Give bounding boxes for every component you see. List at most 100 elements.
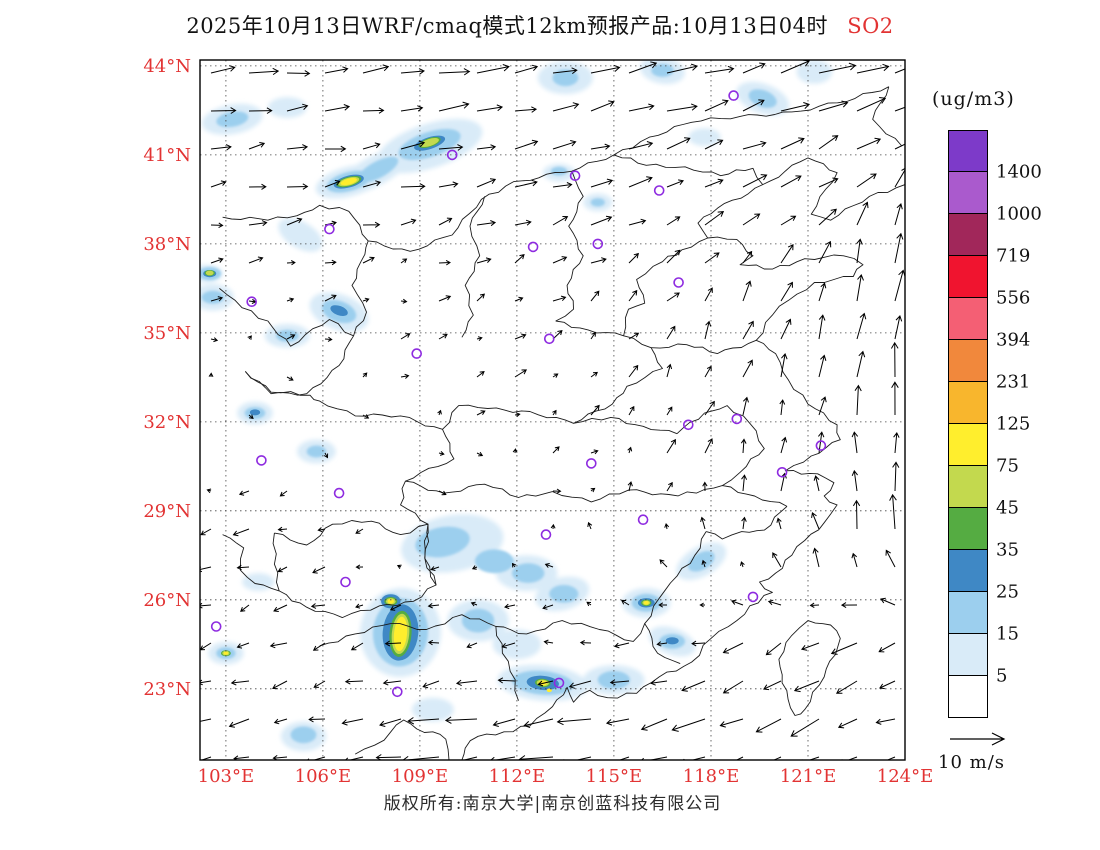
wind-arrow [232, 528, 250, 537]
wind-arrow [466, 642, 478, 649]
wind-arrow [568, 680, 592, 689]
province-boundary [778, 620, 841, 716]
wind-arrow [704, 139, 724, 150]
wind-arrow [730, 599, 744, 606]
city-station-marker [747, 591, 759, 603]
wind-arrow [701, 559, 707, 568]
wind-arrow [514, 139, 539, 150]
province-boundary [354, 719, 450, 760]
wind-arrow [880, 597, 896, 606]
city-station-marker [391, 686, 403, 698]
wind-arrow [200, 718, 212, 722]
wind-arrow [666, 216, 681, 226]
wind-arrow [210, 107, 237, 114]
wind-arrow [476, 410, 486, 416]
wind-arrow [438, 451, 445, 456]
wind-arrow [837, 718, 858, 729]
legend-label: 75 [996, 455, 1019, 477]
wind-arrow [586, 601, 592, 607]
x-tick-label: 103°E [198, 766, 255, 787]
wind-arrow [236, 564, 250, 571]
wind-arrow [664, 523, 670, 530]
wind-arrow [476, 257, 492, 264]
province-boundary [405, 480, 788, 507]
so2-patch [249, 409, 261, 416]
legend-swatch [948, 466, 988, 508]
wind-arrow [355, 528, 364, 534]
wind-vector-layer [200, 60, 905, 760]
wind-arrow [590, 143, 611, 150]
wind-arrow [450, 756, 478, 760]
wind-arrow [272, 680, 288, 690]
wind-arrow [656, 641, 668, 647]
legend-label: 25 [996, 581, 1019, 603]
wind-arrow [830, 642, 858, 655]
wind-arrow [894, 68, 905, 74]
wind-arrow [856, 201, 869, 226]
wind-arrow [772, 756, 782, 760]
wind-arrow [552, 67, 578, 74]
wind-arrow [742, 250, 753, 264]
province-boundary [222, 86, 890, 252]
wind-arrow [240, 604, 250, 612]
wind-arrow [514, 64, 539, 74]
so2-patch [278, 218, 323, 252]
wind-arrow [556, 717, 592, 726]
wind-arrow [666, 63, 699, 74]
wind-arrow [248, 256, 264, 264]
wind-arrow [590, 178, 614, 188]
wind-arrow [324, 66, 349, 74]
wind-arrow [894, 269, 905, 302]
province-boundary [222, 534, 280, 592]
city-station-marker [637, 514, 649, 526]
wind-arrow [841, 756, 858, 760]
so2-patch [393, 616, 408, 652]
axis-tick-labels: 103°E 106°E 109°E 112°E 115°E 118°E 121°E 124°E… [143, 56, 933, 787]
wind-arrow [324, 259, 337, 266]
wind-arrow [780, 436, 788, 454]
x-tick-label: 121°E [780, 766, 837, 787]
wind-arrow [856, 273, 864, 302]
legend-label: 15 [996, 623, 1019, 645]
city-station-marker [569, 170, 581, 181]
y-tick-label: 32°N [143, 412, 191, 433]
wind-arrow [628, 405, 635, 416]
wind-arrow [767, 599, 782, 606]
wind-arrow [700, 516, 706, 530]
so2-patch [242, 573, 275, 591]
so2-patch [411, 697, 454, 722]
wind-arrow [590, 404, 600, 416]
wind-arrow [628, 61, 658, 74]
x-tick-label: 115°E [586, 766, 643, 787]
legend-swatch [948, 298, 988, 340]
wind-arrow [476, 293, 486, 302]
wind-arrow [628, 176, 653, 188]
wind-arrow [780, 175, 802, 188]
wind-arrow [537, 680, 554, 687]
wind-arrow [818, 314, 826, 340]
wind-arrow [818, 100, 849, 112]
wind-arrow [286, 260, 296, 266]
legend-swatch [948, 256, 988, 298]
y-tick-label: 35°N [143, 323, 191, 344]
x-tick-label: 118°E [683, 766, 740, 787]
wind-arrow [704, 438, 713, 454]
wind-arrow [550, 523, 556, 530]
city-station-marker [543, 333, 555, 345]
legend-label: 1400 [996, 161, 1042, 183]
wind-arrow [854, 384, 862, 416]
wind-arrow [248, 414, 254, 420]
wind-arrow [704, 65, 735, 74]
y-tick-label: 38°N [143, 234, 191, 255]
province-boundary [351, 240, 369, 336]
wind-arrow [894, 106, 905, 112]
wind-arrow [856, 97, 887, 112]
wind-arrow [780, 318, 792, 340]
wind-arrow [362, 142, 381, 150]
so2-patch [461, 608, 495, 633]
wind-arrow [801, 756, 820, 760]
wind-arrow [438, 333, 448, 340]
wind-arrow [247, 335, 252, 340]
wind-arrow [438, 259, 451, 266]
wind-arrow [362, 297, 370, 303]
